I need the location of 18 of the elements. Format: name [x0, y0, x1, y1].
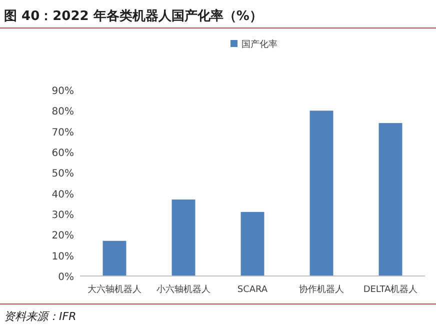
- x-tick-label: 大六轴机器人: [88, 284, 142, 295]
- x-tick-label: SCARA: [237, 285, 268, 295]
- x-tick-label: 小六轴机器人: [156, 284, 210, 295]
- y-tick-label: 20%: [52, 230, 74, 242]
- title: 图 40：2022 年各类机器人国产化率（%）: [4, 9, 262, 24]
- text: 资料来源：IFR: [4, 310, 76, 323]
- y-tick-label: 70%: [52, 127, 74, 138]
- y-tick-label: 40%: [52, 189, 74, 200]
- y-tick-label: 90%: [52, 86, 74, 97]
- x-tick-label: 协作机器人: [299, 284, 344, 295]
- y-tick-label: 60%: [52, 148, 74, 159]
- y-tick-label: 80%: [52, 106, 74, 118]
- y-tick-label: 50%: [52, 168, 74, 180]
- y-tick-label: 0%: [58, 272, 74, 283]
- y-tick-label: 30%: [52, 210, 74, 221]
- x-tick-label: DELTA机器人: [363, 284, 418, 295]
- legend-label: 国产化率: [242, 39, 278, 50]
- y-tick-label: 10%: [52, 251, 74, 262]
